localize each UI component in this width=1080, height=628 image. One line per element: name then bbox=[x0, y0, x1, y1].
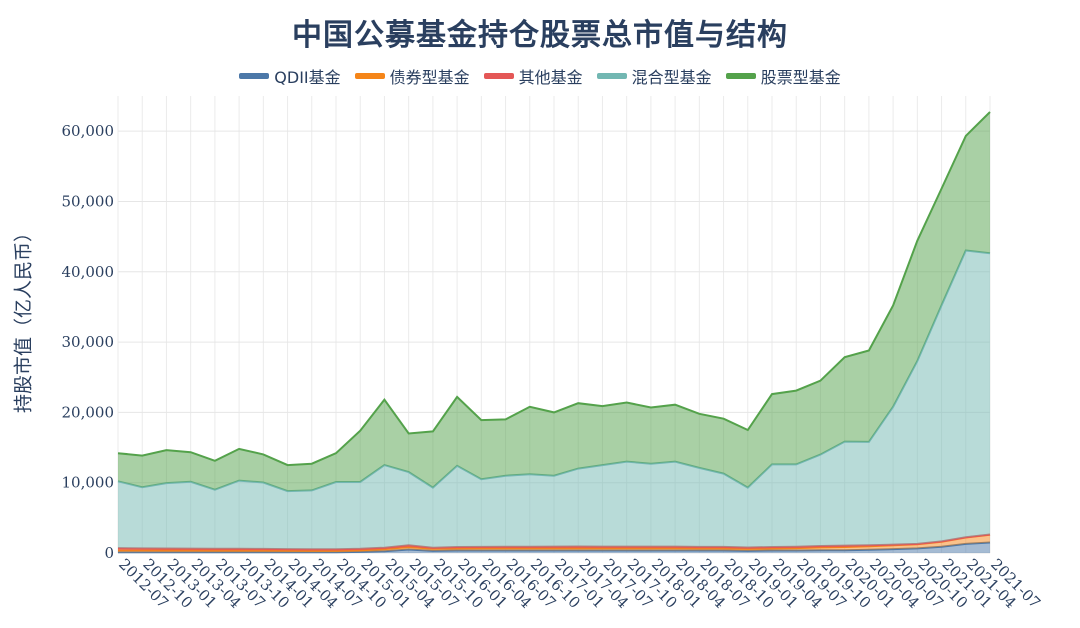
legend-label: 混合型基金 bbox=[631, 68, 712, 87]
chart-title: 中国公募基金持仓股票总市值与结构 bbox=[292, 18, 788, 53]
legend-item[interactable]: 债券型基金 bbox=[354, 64, 470, 88]
legend-swatch bbox=[354, 73, 385, 79]
y-tick-label: 0 bbox=[104, 544, 114, 562]
legend-item[interactable]: 混合型基金 bbox=[596, 64, 712, 88]
legend-label: 股票型基金 bbox=[760, 68, 841, 87]
y-tick-label: 50,000 bbox=[62, 192, 115, 210]
y-tick-label: 30,000 bbox=[62, 333, 115, 351]
y-tick-label: 40,000 bbox=[62, 263, 115, 281]
legend-swatch bbox=[596, 73, 627, 79]
area-混合型基金 bbox=[118, 250, 990, 550]
legend-item[interactable]: 股票型基金 bbox=[725, 64, 841, 88]
legend-swatch bbox=[483, 73, 514, 79]
legend[interactable]: QDII基金 债券型基金 其他基金 混合型基金 股票型基金 bbox=[0, 64, 1080, 88]
legend-item[interactable]: 其他基金 bbox=[483, 64, 583, 88]
legend-label: QDII基金 bbox=[274, 68, 341, 87]
legend-label: 债券型基金 bbox=[389, 68, 470, 87]
legend-swatch bbox=[725, 73, 756, 79]
y-tick-label: 10,000 bbox=[62, 474, 115, 492]
legend-swatch bbox=[239, 73, 270, 79]
line-股票型基金 bbox=[117, 111, 991, 467]
y-tick-label: 60,000 bbox=[62, 122, 115, 140]
area-股票型基金 bbox=[118, 112, 990, 492]
legend-item[interactable]: QDII基金 bbox=[239, 64, 341, 88]
legend-label: 其他基金 bbox=[518, 68, 583, 87]
y-tick-label: 20,000 bbox=[62, 403, 115, 421]
